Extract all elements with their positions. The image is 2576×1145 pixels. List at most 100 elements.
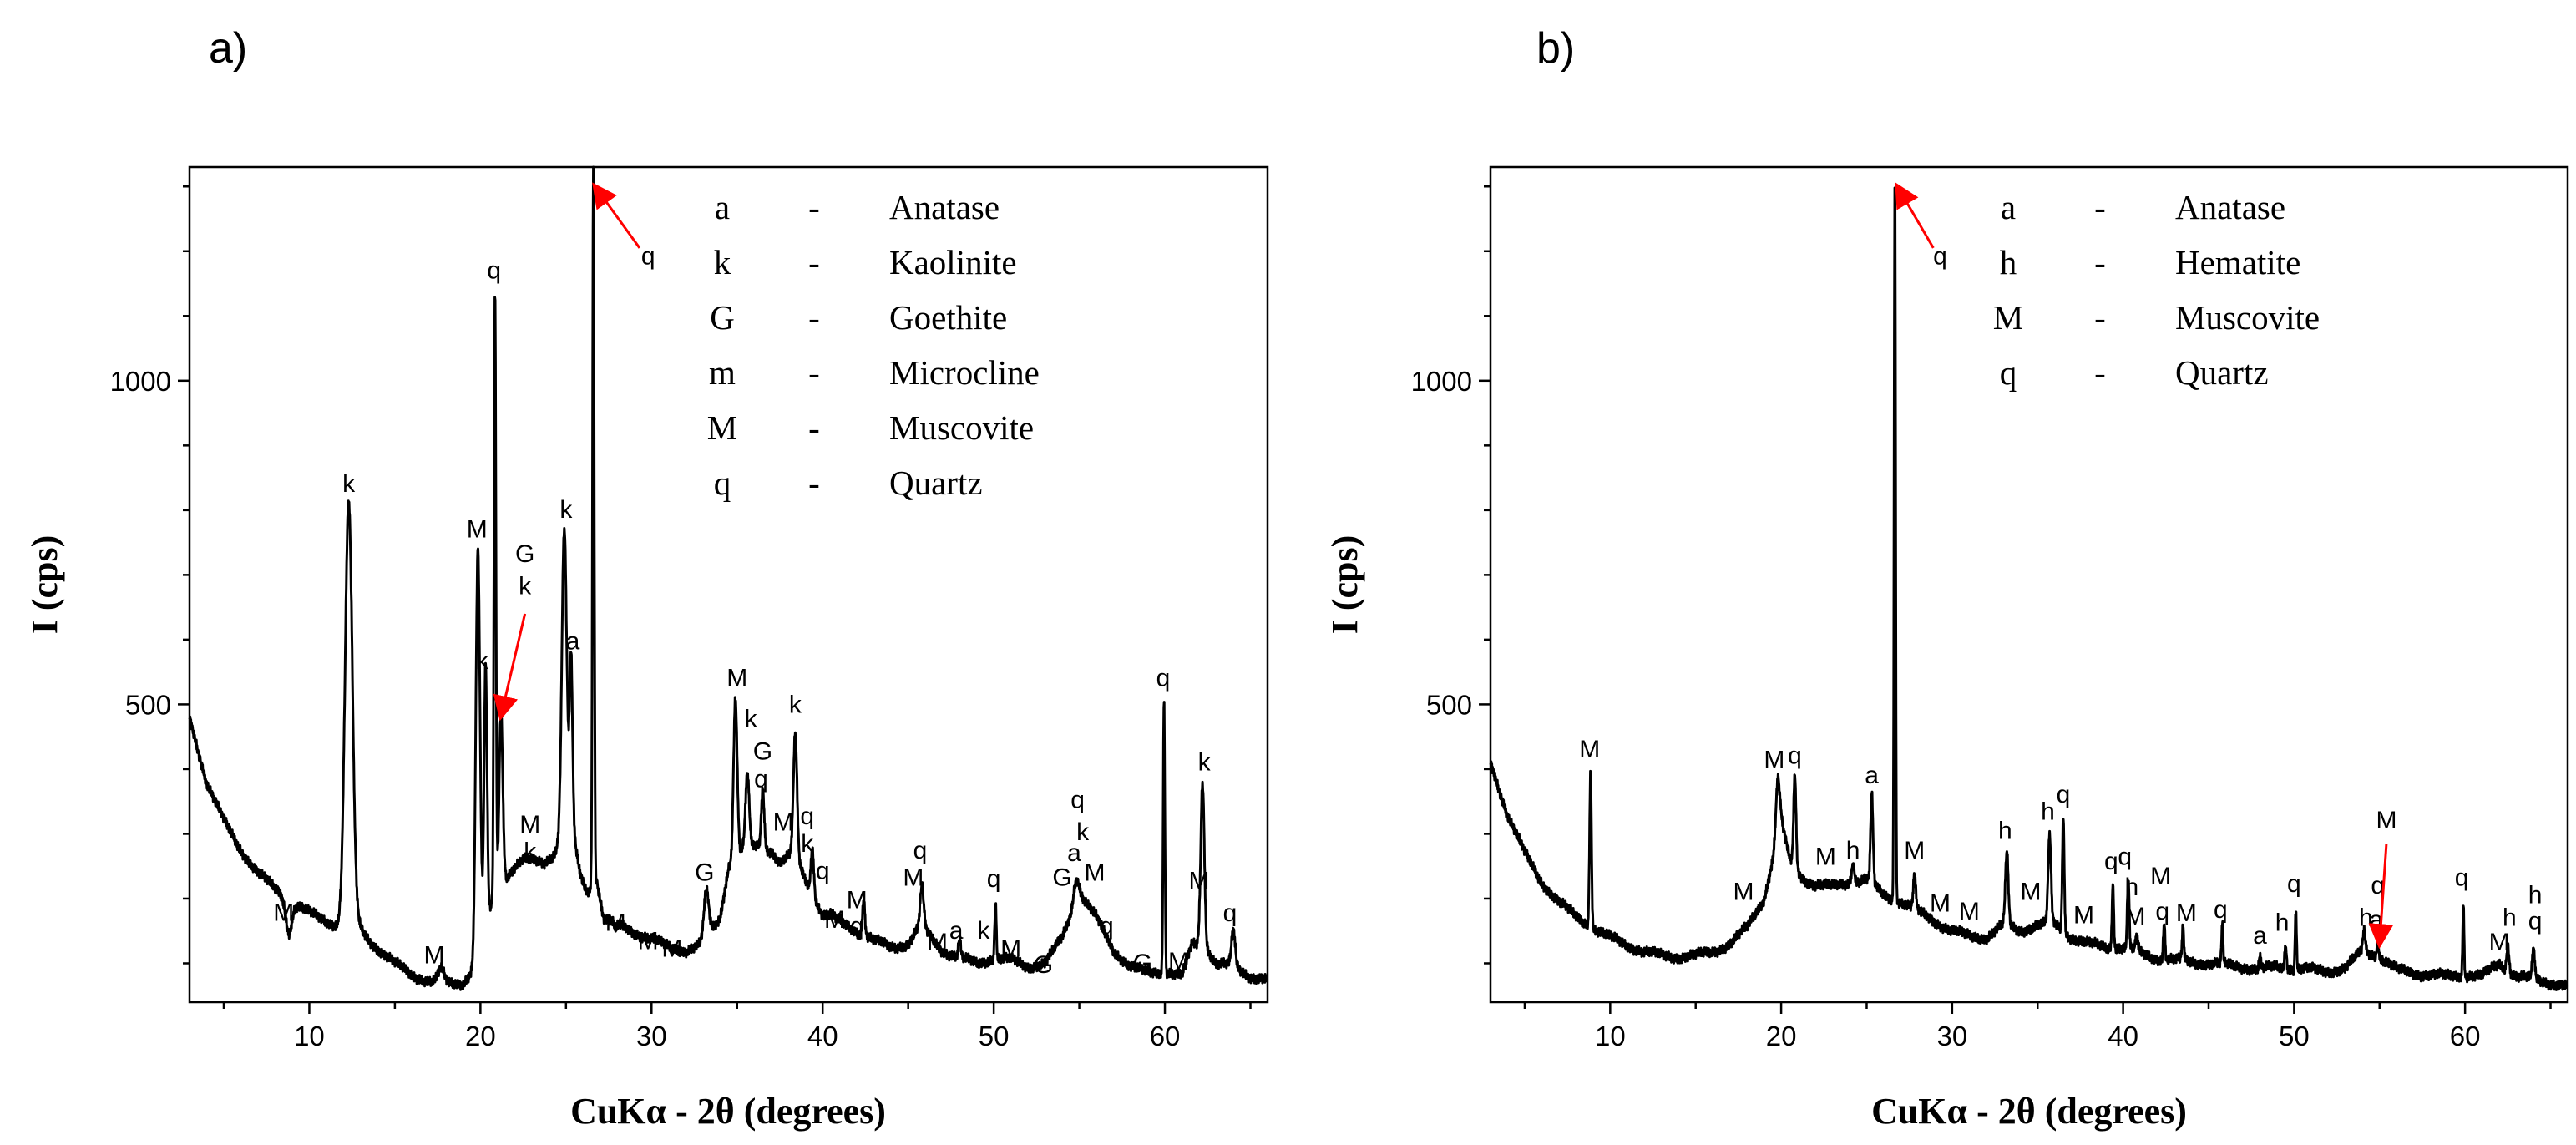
peak-label: a (949, 917, 964, 945)
legend-symbol: k (714, 243, 731, 281)
peak-label: M (1959, 898, 1980, 925)
peak-label: M (1189, 867, 1210, 894)
peak-label: k (524, 838, 537, 865)
peak-label: q (2371, 872, 2385, 899)
peak-label: M (726, 665, 747, 692)
peak-label: q (2118, 844, 2132, 871)
peak-label: a (2253, 922, 2267, 950)
legend-symbol: G (710, 298, 735, 337)
panel-a-arrows (493, 182, 641, 722)
peak-label: G (1052, 864, 1071, 891)
legend-dash: - (2094, 353, 2106, 392)
peak-label: M (519, 811, 540, 838)
peak-label: M (1930, 889, 1951, 917)
peak-label: M (1168, 948, 1189, 975)
legend-name: Anatase (889, 188, 1000, 226)
panel-a-plot-frame (188, 165, 1269, 1004)
peak-label: q (2104, 848, 2118, 875)
panel-a-y-axis-title: I (cps) (24, 535, 65, 635)
y-tick-label: 500 (125, 689, 171, 720)
panel-b-y-axis-title: I (cps) (1324, 535, 1365, 635)
legend-name: Quartz (889, 464, 983, 502)
peak-label: q (1223, 899, 1237, 927)
red-arrow (2368, 843, 2394, 950)
peak-label: k (559, 496, 573, 524)
peak-label: M (847, 887, 868, 914)
peak-label: G (1034, 951, 1053, 979)
red-arrow (592, 182, 641, 249)
legend-name: Anatase (2175, 188, 2285, 226)
panel-b-legend: a - Anatase h - Hematite M - Muscovite q - Quartz (1993, 188, 2320, 392)
x-tick-label: 50 (2279, 1021, 2310, 1051)
peak-label: h (2503, 904, 2517, 932)
x-tick-label: 20 (465, 1021, 496, 1051)
peak-label: M (824, 906, 845, 934)
peak-label: G (515, 540, 534, 568)
peak-label: q (2455, 864, 2469, 891)
red-arrow (1895, 182, 1935, 249)
panel-a-x-axis-title: CuKα - 2θ (degrees) (570, 1091, 886, 1132)
legend-dash: - (808, 353, 820, 392)
x-tick-label: 60 (1150, 1021, 1181, 1051)
legend-symbol: q (2000, 353, 2017, 392)
peak-label: q (816, 858, 830, 885)
peak-label: M (424, 941, 445, 969)
legend-name: Goethite (889, 298, 1007, 337)
panel-b-label: b) (1536, 24, 1575, 73)
legend-symbol: a (715, 188, 730, 226)
legend-dash: - (808, 188, 820, 226)
x-tick-label: 30 (1936, 1021, 1967, 1051)
peak-label: h (2125, 874, 2139, 901)
peak-label: M (927, 929, 948, 956)
panel-b-ticks (1479, 185, 2552, 1014)
peak-label: M (1579, 736, 1600, 763)
peak-label: q (754, 766, 768, 793)
peak-label: a (1067, 839, 1081, 867)
peak-label: M (903, 864, 924, 891)
peak-label: k (977, 917, 990, 945)
peak-label: M (1764, 746, 1784, 773)
legend-name: Quartz (2175, 353, 2269, 392)
peak-label: q (641, 242, 655, 270)
peak-label: h (1998, 818, 2012, 845)
legend-symbol: M (707, 408, 737, 447)
peak-label: k (519, 573, 532, 600)
peak-label: q (2528, 907, 2543, 935)
legend-name: Microcline (889, 353, 1040, 392)
peak-label: M (1904, 837, 1925, 864)
y-tick-label: 1000 (1411, 366, 1472, 397)
peak-label: M (273, 899, 294, 926)
x-tick-label: 10 (294, 1021, 325, 1051)
peak-label: M (2176, 899, 2197, 927)
peak-label: q (2057, 781, 2071, 808)
legend-dash: - (2094, 298, 2106, 337)
legend-dash: - (2094, 188, 2106, 226)
panel-b-x-axis-title: CuKα - 2θ (degrees) (1871, 1091, 2187, 1132)
peak-label: q (2214, 896, 2228, 924)
panel-a-xrd-trace (188, 165, 1269, 991)
legend-symbol: h (2000, 243, 2017, 281)
peak-label: M (1733, 879, 1754, 906)
peak-label: k (1076, 818, 1090, 846)
peak-label: q (2155, 898, 2169, 925)
peak-label: q (987, 865, 1001, 893)
legend-symbol: q (714, 464, 731, 502)
peak-label: k (789, 691, 802, 718)
peak-label: k (342, 470, 356, 498)
panel-a-legend: a - Anatase k - Kaolinite G - Goethite m - Microcli… (707, 188, 1040, 502)
red-arrow (493, 613, 527, 722)
x-tick-label: 50 (979, 1021, 1010, 1051)
legend-name: Hematite (2175, 243, 2300, 281)
peak-label: a (1865, 762, 1879, 789)
panel-b-arrows (1895, 182, 2394, 950)
peak-label: M (467, 515, 488, 543)
peak-label: M (2150, 863, 2171, 890)
x-tick-label: 60 (2450, 1021, 2481, 1051)
peak-label: M (638, 927, 659, 955)
peak-label: k (476, 647, 489, 675)
legend-dash: - (808, 464, 820, 502)
peak-label: q (487, 256, 501, 284)
peak-label: M (2376, 807, 2396, 834)
